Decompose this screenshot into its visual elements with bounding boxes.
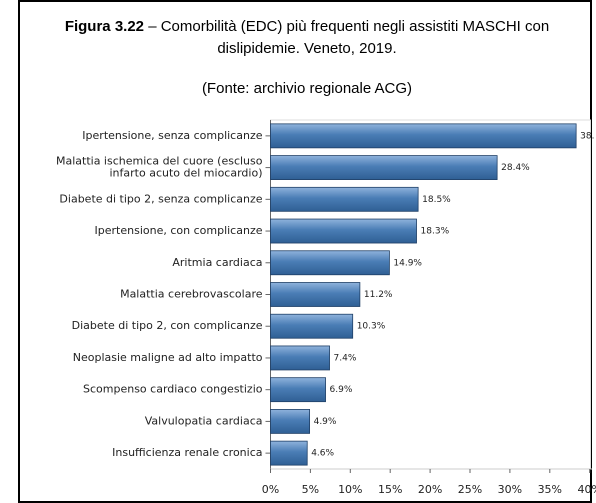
value-label: 28.4%: [501, 163, 530, 173]
y-tick-label: Neoplasie maligne ad alto impatto: [73, 351, 263, 364]
y-tick-label: Insufficienza renale cronica: [112, 446, 262, 459]
bar: [270, 155, 498, 180]
bar: [270, 186, 419, 212]
bar: [270, 250, 390, 276]
y-tick-label: Aritmia cardiaca: [172, 256, 262, 269]
value-label: 4.6%: [311, 449, 334, 459]
bar: [270, 345, 330, 371]
value-label: 6.9%: [330, 385, 353, 395]
x-tick-label: 30%: [498, 483, 522, 496]
title-prefix: Figura 3.22: [64, 18, 145, 35]
x-tick-label: 40%: [577, 483, 596, 496]
y-tick-label: Diabete di tipo 2, senza complicanze: [59, 192, 262, 205]
y-tick-label: Malattia ischemica del cuore (escluso inf…: [56, 155, 263, 180]
y-tick-label: Malattia cerebrovascolare: [120, 288, 263, 301]
bar: [270, 377, 326, 403]
title-block: Figura 3.22 – Comorbilità (EDC) più freq…: [20, 16, 590, 60]
value-label: 38.: [580, 131, 594, 141]
value-label: 10.3%: [357, 322, 386, 332]
x-tick-label: 20%: [418, 483, 442, 496]
value-label: 18.5%: [422, 195, 451, 205]
bar: [270, 409, 311, 434]
value-label: 14.9%: [393, 258, 422, 268]
y-tick-label: Ipertensione, con complicanze: [95, 224, 263, 237]
y-tick-label: Scompenso cardiaco congestizio: [83, 383, 263, 396]
value-label: 18.3%: [421, 227, 450, 237]
y-tick-label: Diabete di tipo 2, con complicanze: [72, 319, 263, 332]
x-tick-label: 0%: [262, 483, 279, 496]
bar: [270, 313, 354, 339]
value-label: 7.4%: [334, 353, 357, 363]
x-tick-label: 25%: [458, 483, 482, 496]
chart-subtitle: (Fonte: archivio regionale ACG): [201, 80, 413, 97]
y-tick-label: Valvulopatia cardiaca: [145, 414, 263, 427]
bar: [270, 440, 308, 466]
chart-title: – Comorbilità (EDC) più frequenti negli …: [148, 18, 550, 57]
x-tick-label: 15%: [378, 483, 402, 496]
x-tick-label: 10%: [338, 483, 362, 496]
bar: [270, 218, 417, 244]
value-label: 4.9%: [314, 417, 337, 427]
bar: [270, 123, 577, 149]
x-tick-label: 5%: [302, 483, 319, 496]
bar: [270, 282, 361, 307]
y-tick-label: Ipertensione, senza complicanze: [82, 129, 262, 142]
value-label: 11.2%: [364, 290, 393, 300]
x-tick-label: 35%: [538, 483, 562, 496]
